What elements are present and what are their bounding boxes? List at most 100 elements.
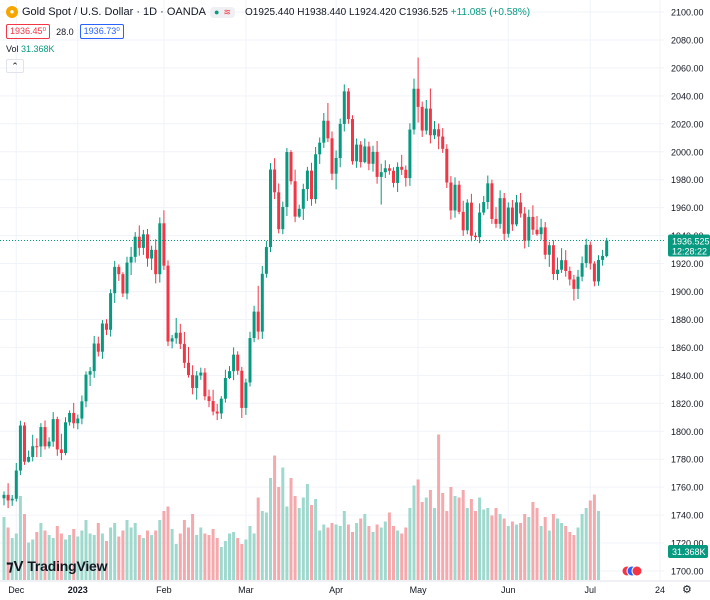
volume-bar	[264, 512, 268, 580]
volume-bar	[519, 523, 523, 580]
volume-bar	[72, 529, 76, 580]
candle	[367, 141, 371, 171]
collapse-legend-button[interactable]: ⌃	[6, 59, 24, 73]
candle-body	[519, 202, 523, 214]
volume-bar	[461, 490, 465, 580]
price-tick-label: 1780.00	[671, 455, 704, 465]
candle	[326, 102, 330, 143]
candle-body	[469, 202, 473, 236]
tradingview-logo-icon: ⁊V	[6, 558, 24, 575]
volume-bar	[125, 520, 129, 580]
candle	[100, 320, 104, 359]
candle-body	[35, 446, 39, 448]
candle	[285, 147, 289, 217]
candle-body	[506, 207, 510, 234]
volume-bar	[219, 547, 223, 580]
buy-button[interactable]: 1936.73⁰	[79, 24, 124, 39]
candle-body	[293, 181, 297, 217]
candle-body	[203, 372, 207, 397]
symbol-title[interactable]: Gold Spot / U.S. Dollar · 1D · OANDA	[22, 6, 206, 18]
candle-body	[64, 422, 67, 454]
candle	[146, 229, 149, 267]
candle	[474, 232, 477, 241]
volume-bar	[14, 533, 18, 580]
sell-button[interactable]: 1936.45⁰	[6, 24, 51, 39]
time-tick-label: Feb	[156, 585, 172, 595]
settings-gear-icon[interactable]: ⚙	[682, 584, 692, 596]
candle-body	[445, 148, 449, 183]
candle	[35, 438, 39, 458]
volume-bar	[10, 538, 14, 580]
candle-body	[408, 129, 412, 179]
candle	[506, 202, 510, 238]
candle-body	[207, 396, 211, 402]
candle	[150, 245, 154, 270]
ohlc-values: O1925.440 H1938.440 L1924.420 C1936.525 …	[245, 7, 530, 18]
volume-bar	[400, 533, 404, 580]
time-tick-label: Jul	[585, 585, 597, 595]
candle-body	[371, 151, 375, 164]
candle	[305, 166, 309, 201]
candle-body	[453, 184, 457, 211]
volume-bar	[199, 527, 203, 580]
candle	[465, 199, 469, 235]
time-tick-label: Apr	[329, 585, 343, 595]
volume-bar	[146, 530, 149, 580]
volume-bar	[494, 508, 498, 580]
volume-bar	[449, 487, 453, 580]
candle-body	[564, 260, 568, 271]
candle	[564, 250, 568, 277]
price-tick-label: 1720.00	[671, 539, 704, 549]
volume-bar	[580, 514, 584, 580]
candle-body	[240, 370, 244, 408]
candle-body	[55, 419, 59, 450]
candle	[387, 164, 391, 175]
candle	[433, 121, 436, 140]
volume-bar	[252, 533, 256, 580]
candle	[523, 207, 527, 249]
volume-bar	[396, 530, 400, 580]
volume-bar	[109, 527, 113, 580]
volume-bar	[445, 511, 449, 580]
volume-bar	[379, 527, 383, 580]
candle-body	[297, 208, 301, 217]
candle	[219, 396, 223, 419]
candle	[92, 335, 96, 378]
price-tick-label: 1820.00	[671, 399, 704, 409]
candle	[256, 285, 260, 340]
price-tick-label: 2000.00	[671, 147, 704, 157]
candle-body	[264, 247, 268, 274]
volume-bar	[551, 514, 555, 580]
tradingview-logo[interactable]: ⁊V TradingView	[6, 557, 108, 575]
candle	[72, 402, 76, 429]
market-status-pill[interactable]: ● ≋	[210, 6, 235, 18]
price-axis: 1700.00 1720.00 1740.00 1760.00 1780.00 1800.…	[664, 0, 710, 600]
price-tick-label: 1800.00	[671, 427, 704, 437]
volume-bar	[383, 521, 387, 580]
volume-bar	[31, 539, 35, 580]
candle-body	[572, 279, 576, 289]
candle	[18, 420, 22, 476]
candle-body	[539, 227, 543, 235]
candle-body	[383, 168, 387, 173]
candle-body	[68, 412, 72, 423]
tradingview-brand-text: TradingView	[27, 558, 108, 574]
price-tick-label: 1860.00	[671, 343, 704, 353]
candle-body	[338, 123, 342, 159]
volume-bar	[420, 502, 424, 580]
volume-bar	[269, 478, 272, 580]
data-provider-icon: ≋	[223, 6, 231, 17]
candle-body	[486, 183, 490, 203]
candle-body	[129, 256, 133, 263]
currency-flags-icon[interactable]	[621, 565, 643, 577]
volume-bar	[375, 524, 379, 580]
candle	[252, 305, 256, 343]
candle	[601, 249, 605, 266]
volume-bar	[289, 478, 293, 580]
candle	[375, 140, 379, 184]
candle-body	[592, 263, 596, 282]
candle	[47, 437, 51, 449]
candle-body	[498, 198, 502, 224]
volume-bar	[100, 533, 104, 580]
